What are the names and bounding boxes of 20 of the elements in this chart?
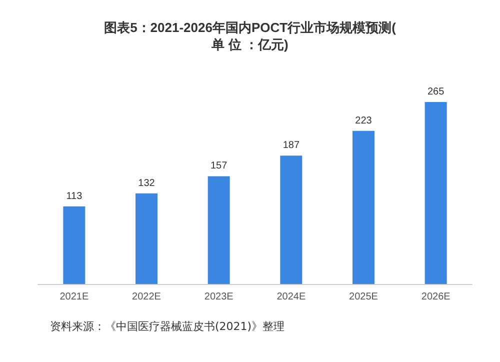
data-label: 132 [138,178,156,189]
bar [352,130,374,284]
x-tick-label: 2023E [204,292,234,302]
data-label: 223 [355,115,372,126]
chart-title: 图表5：2021-2026年国内POCT行业市场规模预测(单 位 ：亿元) [104,20,397,52]
bar [63,206,86,284]
x-tick-label: 2024E [276,292,306,302]
x-tick-label: 2022E [132,292,162,302]
bar [280,156,302,284]
data-label: 113 [66,190,83,202]
x-tick-label: 2025E [349,292,378,302]
text: 资料来源：《中国医疗器械蓝皮书(2021)》整理 [50,320,285,333]
data-label: 187 [282,140,300,152]
bar [208,176,230,284]
x-tick-label: 2026E [421,292,451,302]
bar [136,193,158,284]
x-tick-label: 2021E [60,292,89,302]
bar [424,102,447,284]
data-label: 157 [210,160,228,172]
data-label: 265 [427,86,445,98]
